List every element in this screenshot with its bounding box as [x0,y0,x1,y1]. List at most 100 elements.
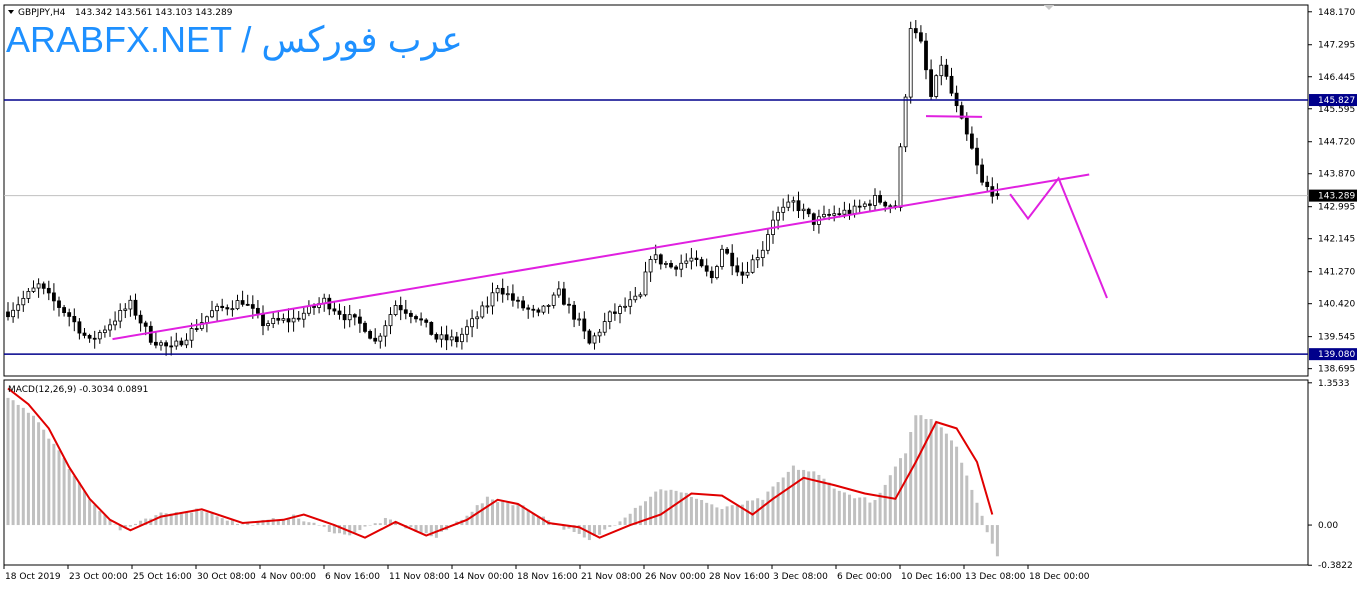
candle-body [868,204,871,205]
candle-body [399,305,402,309]
candle-body [282,319,285,321]
candle-body [364,323,367,331]
candle-body [935,76,938,97]
macd-histogram-bar [369,525,372,526]
candle-body [899,147,902,208]
macd-tick-label: -0.3822 [1318,561,1353,571]
macd-histogram-bar [608,525,611,527]
candle-body [435,334,438,339]
macd-label: MACD(12,26,9) -0.3034 0.0891 [8,385,148,395]
macd-histogram-bar [98,511,101,525]
macd-histogram-bar [379,523,382,525]
macd-histogram-bar [83,491,86,525]
price-panel-frame [4,5,1308,376]
candle-body [930,70,933,97]
macd-histogram-bar [787,472,790,525]
macd-histogram-bar [863,497,866,525]
candle-body [165,343,168,346]
macd-histogram-bar [797,470,800,525]
candle-body [532,309,535,310]
candle-body [777,212,780,220]
macd-histogram-bar [986,525,989,532]
time-tick-label: 10 Dec 16:00 [901,572,962,582]
macd-histogram-bar [884,485,887,525]
macd-histogram-bar [629,514,632,525]
candle-body [267,324,270,326]
candle-body [297,318,300,319]
candle-body [843,210,846,214]
macd-histogram-bar [981,516,984,525]
candle-body [670,263,673,267]
macd-histogram-bar [287,519,290,525]
macd-histogram-bar [705,503,708,525]
candle-body [476,317,479,319]
candle-body [226,308,229,309]
macd-histogram-bar [761,500,764,525]
candle-body [690,258,693,261]
macd-histogram-bar [904,453,907,525]
macd-histogram-bar [624,518,627,525]
candle-body [231,309,234,310]
macd-histogram-bar [200,511,203,525]
candle-body [603,322,606,333]
candle-body [746,272,749,275]
macd-histogram-bar [511,505,514,525]
candle-body [78,322,81,333]
macd-histogram-bar [644,501,647,525]
macd-histogram-bar [889,475,892,525]
macd-histogram-bar [879,493,882,525]
time-tick-label: 26 Nov 00:00 [645,572,706,582]
candle-body [624,306,627,307]
macd-histogram-bar [221,518,224,525]
candle-body [853,206,856,213]
candle-body [374,338,377,341]
candle-body [58,301,61,308]
macd-histogram-bar [675,491,678,525]
candle-body [348,315,351,320]
price-tick-label: 144.720 [1318,138,1355,148]
macd-histogram-bar [384,518,387,525]
candle-body [685,261,688,263]
macd-histogram-bar [506,502,509,525]
candle-body [369,331,372,338]
macd-histogram-bar [313,523,316,525]
candle-body [190,329,193,341]
candle-body [486,306,489,307]
candle-body [838,214,841,215]
candle-body [833,214,836,216]
candle-body [654,255,657,260]
macd-histogram-bar [358,525,361,530]
candle-body [42,284,45,288]
time-tick-label: 30 Oct 08:00 [197,572,256,582]
time-tick-label: 13 Dec 08:00 [965,572,1026,582]
segment-drawing [926,116,982,117]
price-tick-label: 139.545 [1318,333,1355,343]
macd-histogram-bar [481,503,484,525]
candle-body [12,310,15,316]
candle-body [884,202,887,206]
symbol-label: GBPJPY,H4 [18,8,66,18]
candle-body [63,308,66,313]
candle-body [73,316,76,321]
candle-body [52,293,55,301]
upper-level-tag: 145.827 [1318,96,1355,106]
macd-histogram-bar [374,523,377,525]
candle-body [287,319,290,322]
macd-histogram-bar [205,512,208,525]
macd-histogram-bar [598,525,601,535]
candle-body [731,253,734,266]
lower-level-tag: 139.080 [1318,350,1355,360]
candle-body [195,329,198,330]
macd-histogram-bar [318,525,321,526]
candle-body [751,260,754,273]
candle-body [629,300,632,307]
candle-body [358,317,361,323]
candle-body [976,148,979,165]
macd-histogram-bar [68,469,71,525]
candle-body [598,332,601,336]
candle-body [588,331,591,343]
price-tick-label: 146.445 [1318,73,1355,83]
macd-histogram-bar [73,476,76,525]
candle-body [124,309,127,310]
macd-histogram-bar [88,500,91,526]
